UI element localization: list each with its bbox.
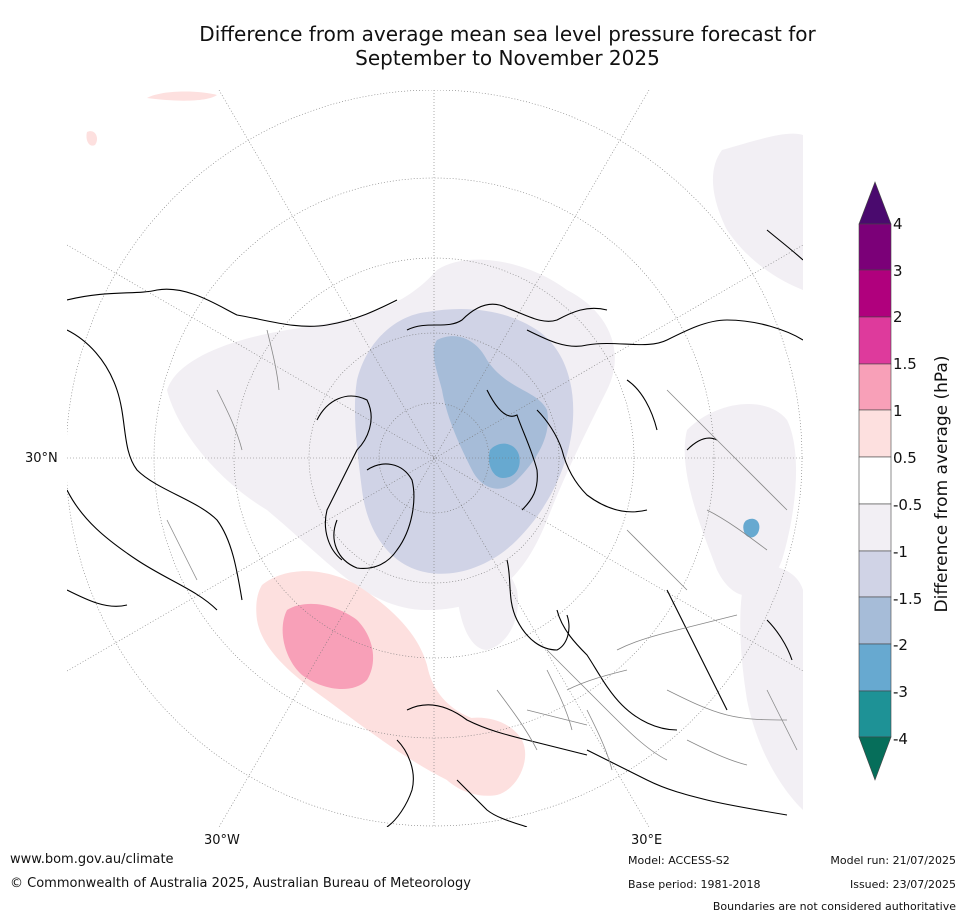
colorbar-swatch-3-to-4 <box>858 223 892 271</box>
colorbar-label-minus-1: -1 <box>893 543 908 561</box>
axis-label-30w: 30°W <box>204 833 240 848</box>
anomaly-area-mediterranean <box>430 717 526 796</box>
colorbar-swatch-minus-3-to-minus-4 <box>858 690 892 738</box>
anomaly-area-light-east-asia <box>740 566 803 810</box>
colorbar-label-0-5: 0.5 <box>893 449 917 467</box>
colorbar-swatch-neutral <box>858 456 892 505</box>
colorbar-swatch-minus-0-5-to-minus-1 <box>858 503 892 552</box>
colorbar-swatch-2-to-3 <box>858 269 892 318</box>
anomaly-area-light-northeast <box>712 133 803 290</box>
country-borders <box>166 329 798 771</box>
colorbar-swatch-0-5-to-1 <box>858 409 892 458</box>
boundaries-disclaimer: Boundaries are not considered authoritat… <box>712 900 956 913</box>
colorbar-title: Difference from average (hPa) <box>932 355 952 613</box>
colorbar-swatch-1-5-to-2 <box>858 316 892 365</box>
anomaly-area-light-scandinavia <box>456 547 518 650</box>
colorbar-label-3: 3 <box>893 262 903 280</box>
colorbar-swatch-minus-1-5-to-minus-2 <box>858 596 892 645</box>
colorbar-swatch-1-to-1-5 <box>858 363 892 411</box>
anomaly-area-north-atlantic-core <box>282 603 374 690</box>
colorbar-swatch-above-4 <box>858 181 892 225</box>
coastlines <box>67 229 803 827</box>
axis-label-30n: 30°N <box>25 451 58 466</box>
model-name: Model: ACCESS-S2 <box>628 854 730 867</box>
colorbar-label-4: 4 <box>893 215 903 233</box>
copyright-text: © Commonwealth of Australia 2025, Austra… <box>10 876 471 891</box>
graticule <box>67 90 803 827</box>
polar-map <box>67 90 803 827</box>
axis-label-30e: 30°E <box>631 833 663 848</box>
title-line-2: September to November 2025 <box>355 46 660 70</box>
colorbar <box>858 181 892 781</box>
colorbar-label-minus-1-5: -1.5 <box>893 590 923 608</box>
colorbar-label-1-5: 1.5 <box>893 355 917 373</box>
model-run-date: Model run: 21/07/2025 <box>830 854 956 867</box>
anomaly-area-light-siberia <box>684 403 797 596</box>
title-line-1: Difference from average mean sea level p… <box>199 22 816 46</box>
website-link[interactable]: www.bom.gov.au/climate <box>10 852 174 867</box>
base-period: Base period: 1981-2018 <box>628 878 761 891</box>
colorbar-label-minus-0-5: -0.5 <box>893 496 923 514</box>
colorbar-swatch-below-minus-4 <box>858 736 892 781</box>
anomaly-area-greenland-tip <box>147 91 217 101</box>
colorbar-label-minus-4: -4 <box>893 730 908 748</box>
colorbar-label-2: 2 <box>893 308 903 326</box>
anomaly-area-lake-baikal <box>743 518 760 538</box>
colorbar-label-minus-2: -2 <box>893 636 908 654</box>
anomaly-area-kara-sea <box>488 443 520 478</box>
colorbar-swatch-minus-1-to-minus-1-5 <box>858 550 892 598</box>
anomaly-area-arctic-core <box>433 336 548 489</box>
anomaly-area-island-pink <box>86 131 98 146</box>
colorbar-label-minus-3: -3 <box>893 683 908 701</box>
colorbar-swatch-minus-2-to-minus-3 <box>858 643 892 692</box>
chart-title: Difference from average mean sea level p… <box>100 22 915 70</box>
issued-date: Issued: 23/07/2025 <box>849 878 956 891</box>
colorbar-label-1: 1 <box>893 402 903 420</box>
